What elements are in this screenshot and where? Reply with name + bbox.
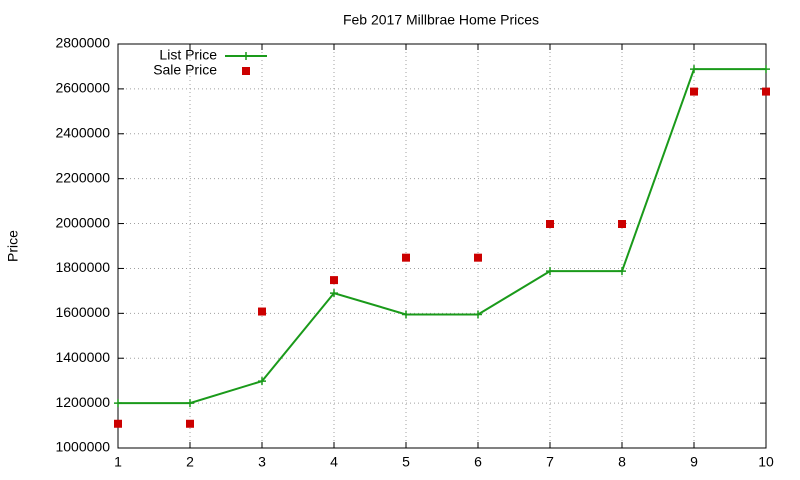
- data-point: [330, 289, 338, 298]
- y-tick-label: 1600000: [55, 304, 110, 320]
- x-tick-label: 7: [546, 454, 554, 470]
- data-point: [402, 310, 410, 319]
- x-tick-label: 1: [114, 454, 122, 470]
- x-tick-label: 5: [402, 454, 410, 470]
- y-axis-label: Price: [5, 230, 21, 262]
- y-tick-label: 2800000: [55, 35, 110, 51]
- data-point: [474, 253, 482, 262]
- data-point: [546, 220, 554, 229]
- data-point: [618, 220, 626, 229]
- data-point: [402, 253, 410, 262]
- data-point: [762, 87, 770, 96]
- legend-label: Sale Price: [153, 62, 217, 78]
- data-point: [618, 267, 626, 276]
- data-point: [330, 276, 338, 285]
- data-point: [186, 419, 194, 428]
- y-tick-label: 2400000: [55, 124, 110, 140]
- y-tick-label: 1200000: [55, 394, 110, 410]
- y-tick-label: 2000000: [55, 214, 110, 230]
- legend-marker: [242, 52, 250, 60]
- data-point: [114, 419, 122, 428]
- x-tick-label: 9: [690, 454, 698, 470]
- y-tick-label: 1800000: [55, 259, 110, 275]
- data-point: [186, 399, 194, 408]
- x-tick-label: 3: [258, 454, 266, 470]
- y-tick-label: 2600000: [55, 80, 110, 96]
- y-tick-label: 1000000: [55, 439, 110, 455]
- x-tick-label: 4: [330, 454, 338, 470]
- legend-label: List Price: [159, 47, 217, 63]
- x-tick-label: 8: [618, 454, 626, 470]
- chart-title: Feb 2017 Millbrae Home Prices: [343, 12, 539, 28]
- data-point: [690, 87, 698, 96]
- plot-frame: [117, 43, 767, 449]
- data-point: [258, 307, 266, 316]
- data-point: [474, 310, 482, 319]
- data-point: [114, 399, 122, 408]
- x-tick-label: 10: [758, 454, 774, 470]
- data-point: [690, 65, 698, 74]
- y-tick-label: 1400000: [55, 349, 110, 365]
- data-point: [762, 65, 770, 74]
- data-point: [258, 377, 266, 386]
- series-line: [118, 68, 766, 405]
- x-tick-label: 2: [186, 454, 194, 470]
- y-tick-label: 2200000: [55, 169, 110, 185]
- x-tick-label: 6: [474, 454, 482, 470]
- data-point: [546, 267, 554, 276]
- legend-marker: [242, 67, 250, 75]
